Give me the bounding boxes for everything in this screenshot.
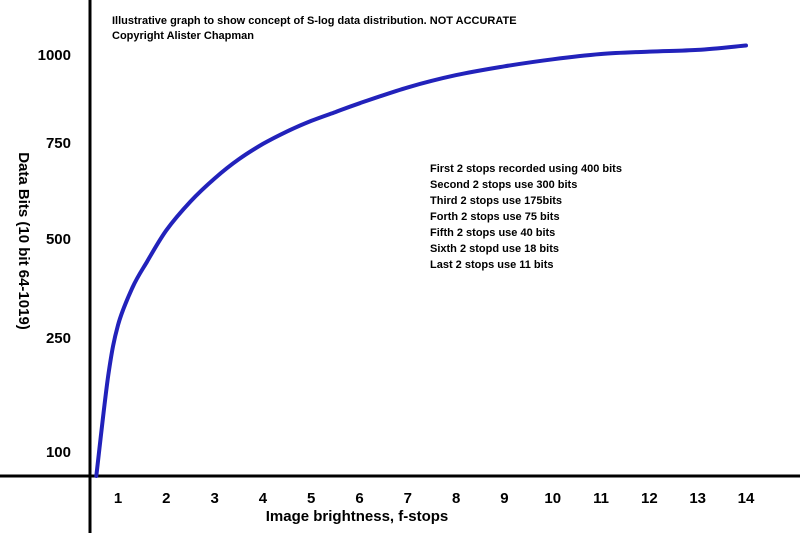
x-tick-label: 13 xyxy=(689,490,706,507)
y-tick-label: 500 xyxy=(46,231,71,248)
x-tick-label: 7 xyxy=(404,490,412,507)
y-tick-label: 1000 xyxy=(38,47,71,64)
x-tick-label: 5 xyxy=(307,490,315,507)
y-tick-label: 100 xyxy=(46,444,71,461)
annotation-line: Third 2 stops use 175bits xyxy=(430,195,563,207)
annotation-line: Last 2 stops use 11 bits xyxy=(430,259,554,271)
y-axis-label: Data Bits (10 bit 64-1019) xyxy=(15,152,32,330)
annotation-line: Second 2 stops use 300 bits xyxy=(430,179,578,191)
annotation-line: Forth 2 stops use 75 bits xyxy=(430,211,560,223)
x-tick-label: 9 xyxy=(500,490,508,507)
series-curve xyxy=(94,43,748,478)
x-tick-label: 12 xyxy=(641,490,658,507)
x-tick-label: 3 xyxy=(210,490,218,507)
chart-subtitle: Copyright Alister Chapman xyxy=(112,30,254,42)
annotation-line: Fifth 2 stops use 40 bits xyxy=(430,227,556,239)
x-tick-label: 2 xyxy=(162,490,170,507)
annotation-line: First 2 stops recorded using 400 bits xyxy=(430,163,622,175)
x-tick-labels: 1 2 3 4 5 6 7 8 9 10 11 12 13 14 xyxy=(114,490,755,507)
y-tick-labels: 100 250 500 750 1000 xyxy=(38,47,71,461)
annotation-list: First 2 stops recorded using 400 bits Se… xyxy=(430,161,622,273)
x-axis-label: Image brightness, f-stops xyxy=(266,508,449,525)
x-tick-label: 10 xyxy=(544,490,561,507)
y-tick-label: 750 xyxy=(46,135,71,152)
y-tick-label: 250 xyxy=(46,330,71,347)
x-tick-label: 4 xyxy=(259,490,268,507)
annotation-line: Sixth 2 stopd use 18 bits xyxy=(430,243,559,255)
x-tick-label: 1 xyxy=(114,490,122,507)
x-tick-label: 8 xyxy=(452,490,460,507)
chart-title-block: Illustrative graph to show concept of S-… xyxy=(112,14,517,44)
x-tick-label: 14 xyxy=(738,490,755,507)
chart-title: Illustrative graph to show concept of S-… xyxy=(112,15,517,27)
x-tick-label: 6 xyxy=(355,490,363,507)
x-tick-label: 11 xyxy=(593,490,609,507)
